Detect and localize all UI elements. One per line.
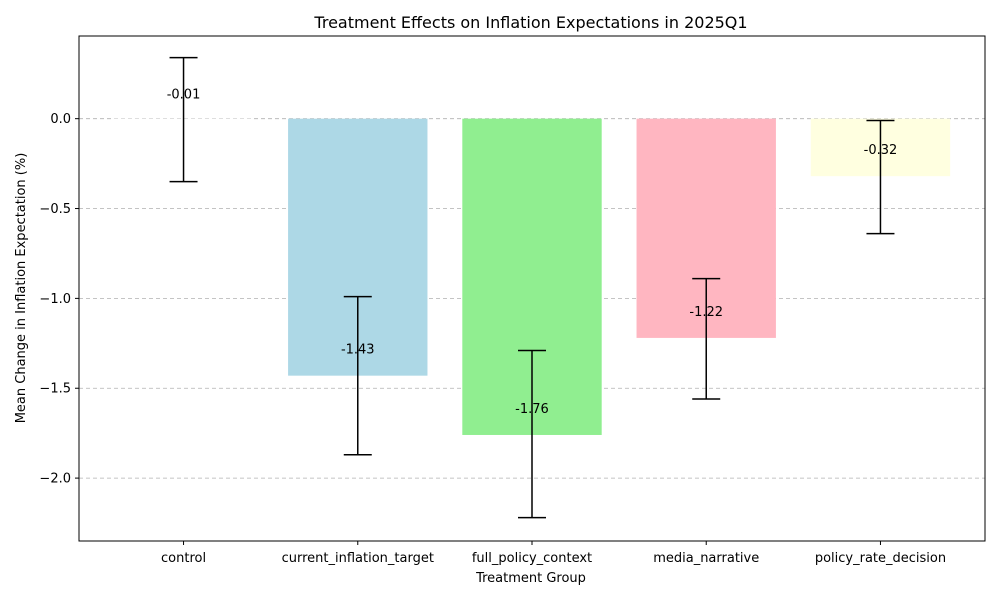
error-bars (169, 56, 895, 519)
data-label: -1.22 (689, 305, 723, 320)
y-tick-label: −2.0 (39, 472, 71, 487)
y-tick-label: −1.0 (39, 292, 71, 307)
y-axis-label: Mean Change in Inflation Expectation (%) (14, 153, 29, 424)
data-label: -0.32 (864, 143, 898, 158)
data-label: -1.43 (341, 343, 375, 358)
data-labels: -0.01 -1.43 -1.76 -1.22 -0.32 (167, 88, 898, 418)
x-tick-label: current_inflation_target (282, 551, 434, 566)
x-tick-label: full_policy_context (472, 551, 592, 566)
x-tick-label: policy_rate_decision (815, 551, 946, 566)
x-axis-label: Treatment Group (475, 571, 586, 586)
y-tick-label: −1.5 (39, 382, 71, 397)
y-axis-ticks: 0.0 −0.5 −1.0 −1.5 −2.0 (39, 112, 79, 487)
y-tick-label: −0.5 (39, 202, 71, 217)
x-tick-label: control (161, 551, 206, 566)
data-label: -0.01 (167, 88, 201, 103)
data-label: -1.76 (515, 402, 549, 417)
chart-title: Treatment Effects on Inflation Expectati… (313, 13, 747, 32)
x-axis-ticks: control current_inflation_target full_poli… (161, 541, 946, 566)
x-tick-label: media_narrative (653, 551, 759, 566)
y-tick-label: 0.0 (50, 112, 71, 127)
